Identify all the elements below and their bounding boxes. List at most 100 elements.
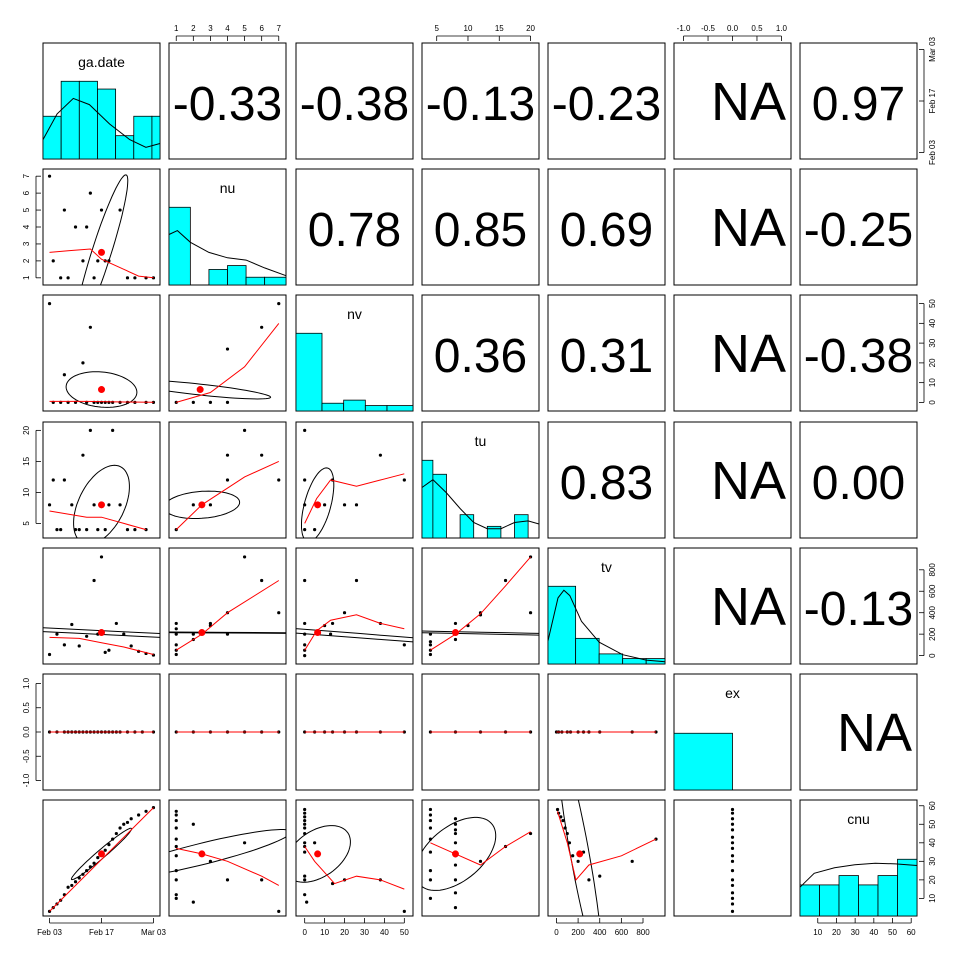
data-point: [428, 850, 433, 854]
panels-layer: -0.33 -0.38 -0.13 -0.23 NA 0.97 0.78 0.85 0.69 NA…: [42, 42, 918, 917]
data-point: [303, 831, 307, 836]
correlation-ellipse: [422, 816, 497, 891]
data-point: [125, 528, 130, 532]
data-point: [402, 909, 406, 913]
correlation-ellipse: [169, 490, 241, 519]
tick-label: Feb 03: [37, 928, 62, 937]
data-point: [47, 503, 52, 507]
data-point: [125, 820, 130, 825]
data-point: [303, 811, 307, 815]
data-point: [174, 854, 178, 858]
panel-5-0: [42, 673, 161, 791]
data-point: [378, 453, 383, 457]
data-point: [47, 174, 52, 178]
data-point: [96, 259, 100, 263]
tick-label: 4: [22, 224, 31, 229]
scatter-panel-6-5: [730, 807, 735, 913]
mean-point: [314, 501, 322, 509]
panel-2-3: [421, 294, 540, 412]
data-point: [563, 826, 567, 830]
histogram-bar: [858, 884, 879, 917]
correlation-ellipse: [43, 627, 160, 638]
tick-label: 10: [928, 893, 937, 902]
data-point: [129, 817, 133, 821]
data-point: [191, 503, 195, 507]
scatter-panel-3-2: [301, 428, 406, 538]
data-point: [428, 837, 433, 841]
data-point: [453, 822, 458, 826]
data-point: [70, 503, 74, 507]
data-point: [730, 854, 735, 858]
data-point: [103, 528, 107, 532]
loess-line: [49, 807, 154, 912]
scatter-panel-2-1: [169, 301, 281, 405]
data-point: [47, 301, 52, 306]
scatter-panel-5-1: [174, 730, 281, 734]
panel-0-2: [295, 42, 414, 160]
data-point: [303, 841, 307, 845]
data-point: [453, 621, 458, 626]
correlation-label: -0.38: [300, 78, 409, 131]
tick-label: 50: [928, 819, 937, 828]
data-point: [191, 900, 195, 904]
mean-point: [98, 629, 105, 637]
data-point: [303, 654, 307, 658]
data-point: [561, 818, 565, 823]
tick-label: 200: [571, 928, 585, 937]
data-point: [453, 817, 458, 821]
loess-line: [176, 847, 280, 886]
histogram-bar: [60, 80, 80, 160]
data-point: [428, 878, 433, 882]
data-point: [303, 874, 307, 878]
data-point: [51, 478, 55, 482]
histogram-bar: [321, 402, 345, 412]
tick-label: 2: [22, 258, 31, 263]
panel-6-4: [547, 799, 666, 917]
data-point: [303, 807, 307, 812]
correlation-label: 0.69: [560, 204, 653, 257]
data-point: [174, 627, 178, 631]
tick-label: 5: [22, 207, 31, 212]
data-point: [503, 578, 508, 583]
tick-label: 40: [380, 928, 389, 937]
tick-label: 20: [832, 928, 841, 937]
data-point: [85, 528, 89, 532]
data-point: [174, 837, 178, 841]
scatter-panel-6-2: [296, 807, 406, 913]
tick-label: 20: [928, 358, 937, 367]
data-point: [571, 854, 575, 858]
histogram-bar: [598, 653, 624, 665]
data-point: [313, 841, 317, 845]
tick-label: 0.5: [22, 702, 31, 714]
data-point: [85, 634, 89, 638]
panel-3-4: [547, 421, 666, 539]
panel-0-1: [168, 42, 287, 160]
data-point: [242, 841, 247, 845]
panel-1-0: [42, 168, 161, 286]
data-point: [225, 400, 230, 405]
tick-label: 800: [636, 928, 650, 937]
loess-line: [430, 831, 531, 866]
tick-label: 0.0: [727, 24, 739, 33]
data-point: [303, 815, 307, 819]
loess-line: [304, 846, 405, 890]
data-point: [96, 856, 100, 860]
mean-point: [198, 629, 206, 637]
data-point: [428, 868, 433, 873]
data-point: [303, 428, 307, 432]
data-point: [730, 841, 735, 845]
tick-label: 50: [400, 928, 409, 937]
data-point: [453, 891, 458, 895]
panel-1-3: [421, 168, 540, 286]
data-point: [730, 822, 735, 826]
data-point: [191, 632, 195, 636]
data-point: [125, 276, 130, 280]
mean-point: [196, 386, 204, 394]
correlation-label: 0.85: [434, 204, 527, 257]
mean-point: [198, 850, 206, 858]
tick-label: 800: [928, 563, 937, 577]
correlation-ellipse: [169, 380, 272, 400]
data-point: [174, 632, 178, 636]
data-point: [174, 818, 178, 823]
loess-line: [49, 400, 154, 403]
